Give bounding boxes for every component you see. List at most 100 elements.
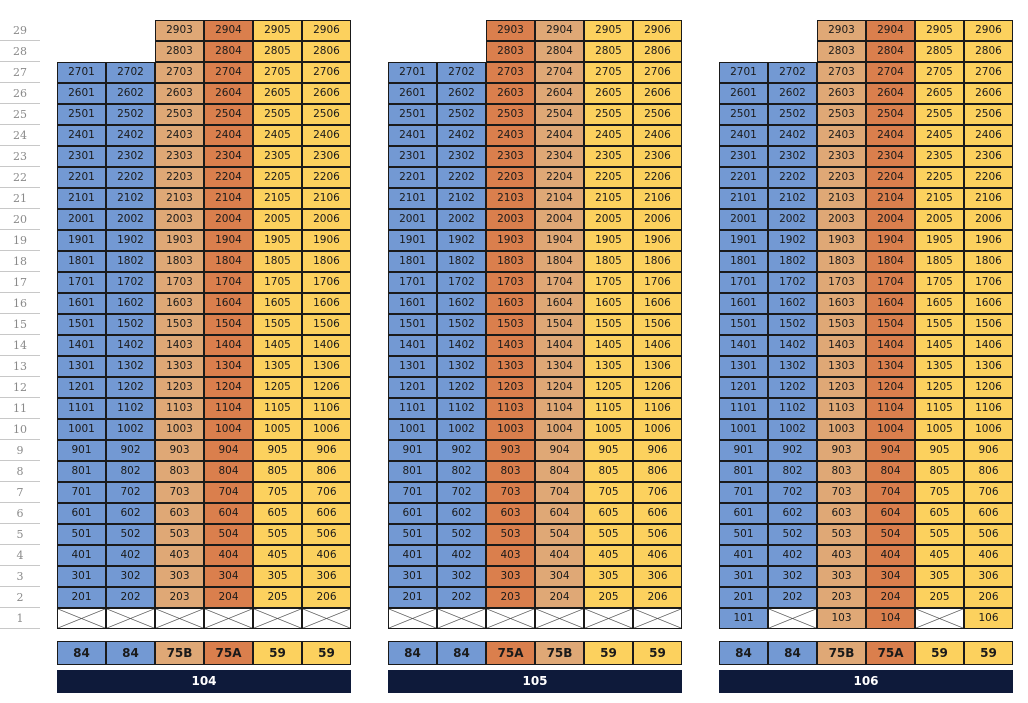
unit-cell[interactable]: 302 [768,566,817,587]
unit-cell[interactable]: 2906 [964,20,1013,41]
unit-cell[interactable]: 1604 [204,293,253,314]
unit-cell[interactable]: 1405 [253,335,302,356]
unit-cell[interactable]: 202 [437,587,486,608]
unit-cell[interactable]: 1406 [964,335,1013,356]
unit-cell[interactable]: 1303 [155,356,204,377]
unit-cell[interactable]: 2605 [253,83,302,104]
unit-cell[interactable]: 704 [204,482,253,503]
unit-cell[interactable]: 2102 [437,188,486,209]
unit-cell[interactable]: 1105 [915,398,964,419]
unit-cell[interactable]: 1101 [388,398,437,419]
unit-cell[interactable]: 605 [253,503,302,524]
unit-cell[interactable]: 1501 [719,314,768,335]
unit-cell[interactable]: 901 [388,440,437,461]
unit-cell[interactable]: 2704 [204,62,253,83]
unit-cell[interactable]: 402 [437,545,486,566]
unit-cell[interactable]: 1504 [204,314,253,335]
unit-cell[interactable]: 1302 [106,356,155,377]
unit-cell[interactable]: 1202 [768,377,817,398]
unit-cell[interactable]: 1504 [535,314,584,335]
unit-cell[interactable]: 2806 [964,41,1013,62]
unit-cell[interactable]: 2104 [535,188,584,209]
unit-cell[interactable]: 1006 [302,419,351,440]
unit-cell[interactable]: 601 [57,503,106,524]
unit-cell[interactable]: 904 [535,440,584,461]
unit-cell[interactable]: 1103 [155,398,204,419]
unit-cell[interactable]: 2505 [584,104,633,125]
unit-cell[interactable]: 2301 [388,146,437,167]
unit-cell[interactable]: 2206 [633,167,682,188]
unit-cell[interactable]: 2105 [584,188,633,209]
unit-cell[interactable]: 2004 [535,209,584,230]
unit-cell[interactable]: 106 [964,608,1013,629]
unit-cell[interactable]: 305 [915,566,964,587]
unit-cell[interactable]: 2306 [633,146,682,167]
unit-cell[interactable]: 804 [204,461,253,482]
unit-cell[interactable]: 1006 [964,419,1013,440]
unit-cell[interactable]: 906 [302,440,351,461]
unit-cell[interactable]: 406 [964,545,1013,566]
unit-cell[interactable]: 1804 [866,251,915,272]
unit-cell[interactable]: 303 [155,566,204,587]
unit-cell[interactable]: 806 [964,461,1013,482]
unit-cell[interactable]: 1202 [106,377,155,398]
unit-cell[interactable]: 803 [486,461,535,482]
unit-cell[interactable]: 1206 [302,377,351,398]
unit-cell[interactable]: 1606 [964,293,1013,314]
unit-cell[interactable]: 404 [535,545,584,566]
unit-cell[interactable]: 1704 [535,272,584,293]
unit-cell[interactable]: 1604 [866,293,915,314]
unit-cell[interactable]: 1004 [204,419,253,440]
unit-cell[interactable]: 2005 [584,209,633,230]
unit-cell[interactable]: 2106 [633,188,682,209]
unit-cell[interactable]: 505 [253,524,302,545]
unit-cell[interactable]: 2806 [633,41,682,62]
unit-cell[interactable]: 2604 [866,83,915,104]
unit-cell[interactable]: 2203 [817,167,866,188]
unit-cell[interactable]: 2904 [866,20,915,41]
unit-cell[interactable]: 2804 [866,41,915,62]
unit-cell[interactable]: 1003 [486,419,535,440]
unit-cell[interactable]: 2206 [964,167,1013,188]
unit-cell[interactable]: 1203 [486,377,535,398]
unit-cell[interactable]: 2601 [57,83,106,104]
unit-cell[interactable]: 2803 [155,41,204,62]
unit-cell[interactable]: 2206 [302,167,351,188]
unit-cell[interactable]: 2506 [633,104,682,125]
unit-cell[interactable]: 1304 [535,356,584,377]
unit-cell[interactable]: 201 [57,587,106,608]
unit-cell[interactable]: 1106 [302,398,351,419]
unit-cell[interactable]: 2505 [915,104,964,125]
unit-cell[interactable]: 2706 [633,62,682,83]
unit-cell[interactable]: 1605 [253,293,302,314]
unit-cell[interactable]: 1106 [964,398,1013,419]
unit-cell[interactable]: 1201 [719,377,768,398]
empty-unit-cell[interactable] [253,608,302,629]
unit-cell[interactable]: 702 [106,482,155,503]
unit-cell[interactable]: 1205 [915,377,964,398]
unit-cell[interactable]: 403 [486,545,535,566]
unit-cell[interactable]: 1501 [388,314,437,335]
unit-cell[interactable]: 505 [584,524,633,545]
unit-cell[interactable]: 1805 [915,251,964,272]
unit-cell[interactable]: 2905 [915,20,964,41]
unit-cell[interactable]: 2701 [719,62,768,83]
unit-cell[interactable]: 2705 [915,62,964,83]
unit-cell[interactable]: 1804 [535,251,584,272]
unit-cell[interactable]: 2702 [437,62,486,83]
unit-cell[interactable]: 2304 [535,146,584,167]
unit-cell[interactable]: 2204 [204,167,253,188]
unit-cell[interactable]: 1803 [155,251,204,272]
unit-cell[interactable]: 2404 [866,125,915,146]
unit-cell[interactable]: 2203 [486,167,535,188]
unit-cell[interactable]: 2606 [302,83,351,104]
unit-cell[interactable]: 503 [817,524,866,545]
unit-cell[interactable]: 1101 [57,398,106,419]
unit-cell[interactable]: 2805 [253,41,302,62]
unit-cell[interactable]: 504 [204,524,253,545]
unit-cell[interactable]: 1402 [768,335,817,356]
unit-cell[interactable]: 2106 [302,188,351,209]
unit-cell[interactable]: 1902 [437,230,486,251]
unit-cell[interactable]: 805 [915,461,964,482]
unit-cell[interactable]: 1202 [437,377,486,398]
